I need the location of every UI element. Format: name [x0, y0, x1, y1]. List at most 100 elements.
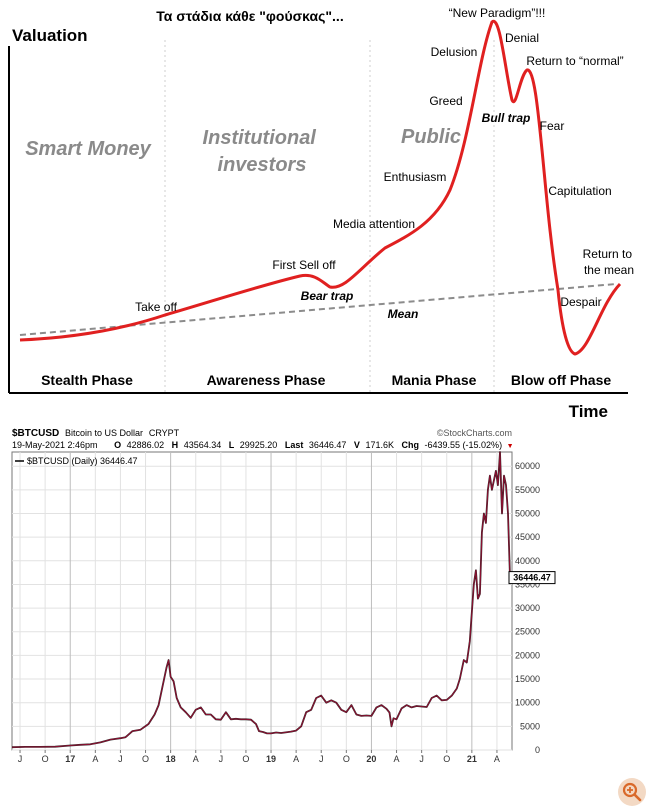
- btc-last-value-marker: 36446.47: [508, 571, 556, 585]
- bubble-stages-chart: Τα στάδια κάθε "φούσκας"... Valuation Ti…: [8, 6, 636, 421]
- btc-open: 42886.02: [127, 440, 165, 450]
- btc-x-tick-label: O: [343, 754, 350, 764]
- btc-series: [11, 451, 511, 749]
- note-enthusiasm: Enthusiasm: [384, 170, 447, 184]
- btc-volume-label: V: [354, 440, 360, 450]
- btc-y-ticks: 0 5000 10000 15000 20000 25000 30000 35000 40000…: [515, 461, 540, 755]
- phase-awareness: Awareness Phase: [207, 372, 326, 388]
- note-media-attention: Media attention: [333, 217, 415, 231]
- note-mean: Mean: [388, 307, 419, 321]
- btc-last-label: Last: [285, 440, 304, 450]
- group-smart-money: Smart Money: [25, 138, 151, 160]
- btc-x-tick-label: A: [92, 754, 98, 764]
- note-return-to-normal: Return to “normal”: [526, 54, 623, 68]
- group-institutional-line1: Institutional: [203, 127, 317, 149]
- btc-y-tick-label: 30000: [515, 603, 540, 613]
- btc-x-tick-label: J: [18, 754, 23, 764]
- note-bear-trap: Bear trap: [301, 289, 354, 303]
- btc-symbol: $BTCUSD: [12, 428, 59, 439]
- btc-x-tick-label: 18: [166, 754, 176, 764]
- btc-y-tick-label: 5000: [520, 721, 540, 731]
- zoom-in-button[interactable]: [618, 778, 646, 806]
- btc-x-tick-label: J: [118, 754, 123, 764]
- btc-x-tick-label: O: [242, 754, 249, 764]
- btc-source: ©StockCharts.com: [437, 428, 512, 438]
- btc-change: -6439.55 (-15.02%): [425, 440, 503, 450]
- btc-header-line2: 19-May-2021 2:46pm O 42886.02 H 43564.34…: [12, 440, 514, 450]
- btc-plot-frame: [11, 451, 513, 751]
- btc-y-tick-label: 0: [535, 745, 540, 755]
- btc-y-tick-label: 10000: [515, 698, 540, 708]
- y-axis-label: Valuation: [12, 26, 88, 45]
- btc-x-tick-label: 17: [65, 754, 75, 764]
- btc-x-tick-label: 20: [366, 754, 376, 764]
- note-despair: Despair: [560, 295, 601, 309]
- note-new-paradigm: “New Paradigm”!!!: [449, 6, 546, 20]
- btc-y-tick-label: 25000: [515, 627, 540, 637]
- note-return-to-mean: Return to the mean: [583, 247, 636, 277]
- btc-y-tick-label: 40000: [515, 556, 540, 566]
- btc-change-label: Chg: [402, 440, 420, 450]
- bubble-curve: [19, 19, 622, 356]
- phase-blow-off: Blow off Phase: [511, 372, 612, 388]
- btc-legend: $BTCUSD (Daily) 36446.47: [15, 456, 138, 466]
- group-public: Public: [401, 126, 461, 148]
- btc-y-tick-label: 60000: [515, 461, 540, 471]
- btc-y-tick-label: 50000: [515, 508, 540, 518]
- group-institutional: Institutional investors: [203, 127, 322, 176]
- btc-date: 19-May-2021 2:46pm: [12, 440, 98, 450]
- btc-x-tick-label: A: [394, 754, 400, 764]
- btc-x-tick-label: O: [443, 754, 450, 764]
- btc-low: 29925.20: [240, 440, 278, 450]
- btc-low-label: L: [229, 440, 235, 450]
- btc-x-tick-label: 19: [266, 754, 276, 764]
- btc-legend-text: $BTCUSD (Daily) 36446.47: [27, 456, 138, 466]
- btc-high-label: H: [172, 440, 179, 450]
- group-institutional-line2: investors: [218, 154, 307, 176]
- btc-header-line1: $BTCUSD Bitcoin to US Dollar CRYPT: [12, 428, 180, 439]
- btc-last-value-box: [508, 571, 556, 585]
- btc-y-tick-label: 55000: [515, 485, 540, 495]
- btc-price-chart: $BTCUSD Bitcoin to US Dollar CRYPT ©Stoc…: [11, 428, 556, 764]
- btc-y-tick-label: 15000: [515, 674, 540, 684]
- btc-x-tick-label: 21: [467, 754, 477, 764]
- note-denial: Denial: [505, 31, 539, 45]
- phase-mania: Mania Phase: [392, 372, 477, 388]
- btc-x-tick-label: O: [42, 754, 49, 764]
- btc-x-tick-label: A: [193, 754, 199, 764]
- btc-open-label: O: [114, 440, 121, 450]
- btc-x-tick-label: J: [219, 754, 224, 764]
- btc-volume: 171.6K: [365, 440, 394, 450]
- btc-high: 43564.34: [184, 440, 222, 450]
- note-return-to-mean-line1: Return to: [583, 247, 633, 261]
- btc-grid: [12, 452, 512, 751]
- x-axis-label: Time: [569, 402, 608, 421]
- btc-y-tick-label: 35000: [515, 579, 540, 589]
- btc-x-tick-label: O: [142, 754, 149, 764]
- btc-x-ticks: J O 17 A J O 18 A J O 19 A J O 20 A J O 21 A: [18, 750, 500, 764]
- note-take-off: Take off: [135, 300, 177, 314]
- note-capitulation: Capitulation: [548, 184, 611, 198]
- chart-title: Τα στάδια κάθε "φούσκας"...: [156, 8, 343, 24]
- note-return-to-mean-line2: the mean: [584, 263, 634, 277]
- btc-x-tick-label: J: [319, 754, 324, 764]
- note-bull-trap: Bull trap: [482, 111, 531, 125]
- btc-x-tick-label: A: [293, 754, 299, 764]
- btc-exchange: CRYPT: [149, 428, 180, 438]
- btc-x-tick-label: J: [419, 754, 424, 764]
- note-greed: Greed: [429, 94, 462, 108]
- note-fear: Fear: [540, 119, 565, 133]
- btc-last: 36446.47: [309, 440, 347, 450]
- btc-price-line: [11, 451, 511, 748]
- btc-last-value-label: 36446.47: [513, 573, 551, 583]
- btc-change-marker: ▼: [507, 443, 514, 450]
- btc-name: Bitcoin to US Dollar: [65, 428, 143, 438]
- phase-stealth: Stealth Phase: [41, 372, 133, 388]
- btc-y-tick-label: 20000: [515, 650, 540, 660]
- note-first-sell-off: First Sell off: [272, 258, 336, 272]
- note-delusion: Delusion: [431, 45, 478, 59]
- phase-dividers: [164, 40, 495, 392]
- btc-x-tick-label: A: [494, 754, 500, 764]
- zoom-in-icon: [622, 782, 642, 802]
- btc-y-tick-label: 45000: [515, 532, 540, 542]
